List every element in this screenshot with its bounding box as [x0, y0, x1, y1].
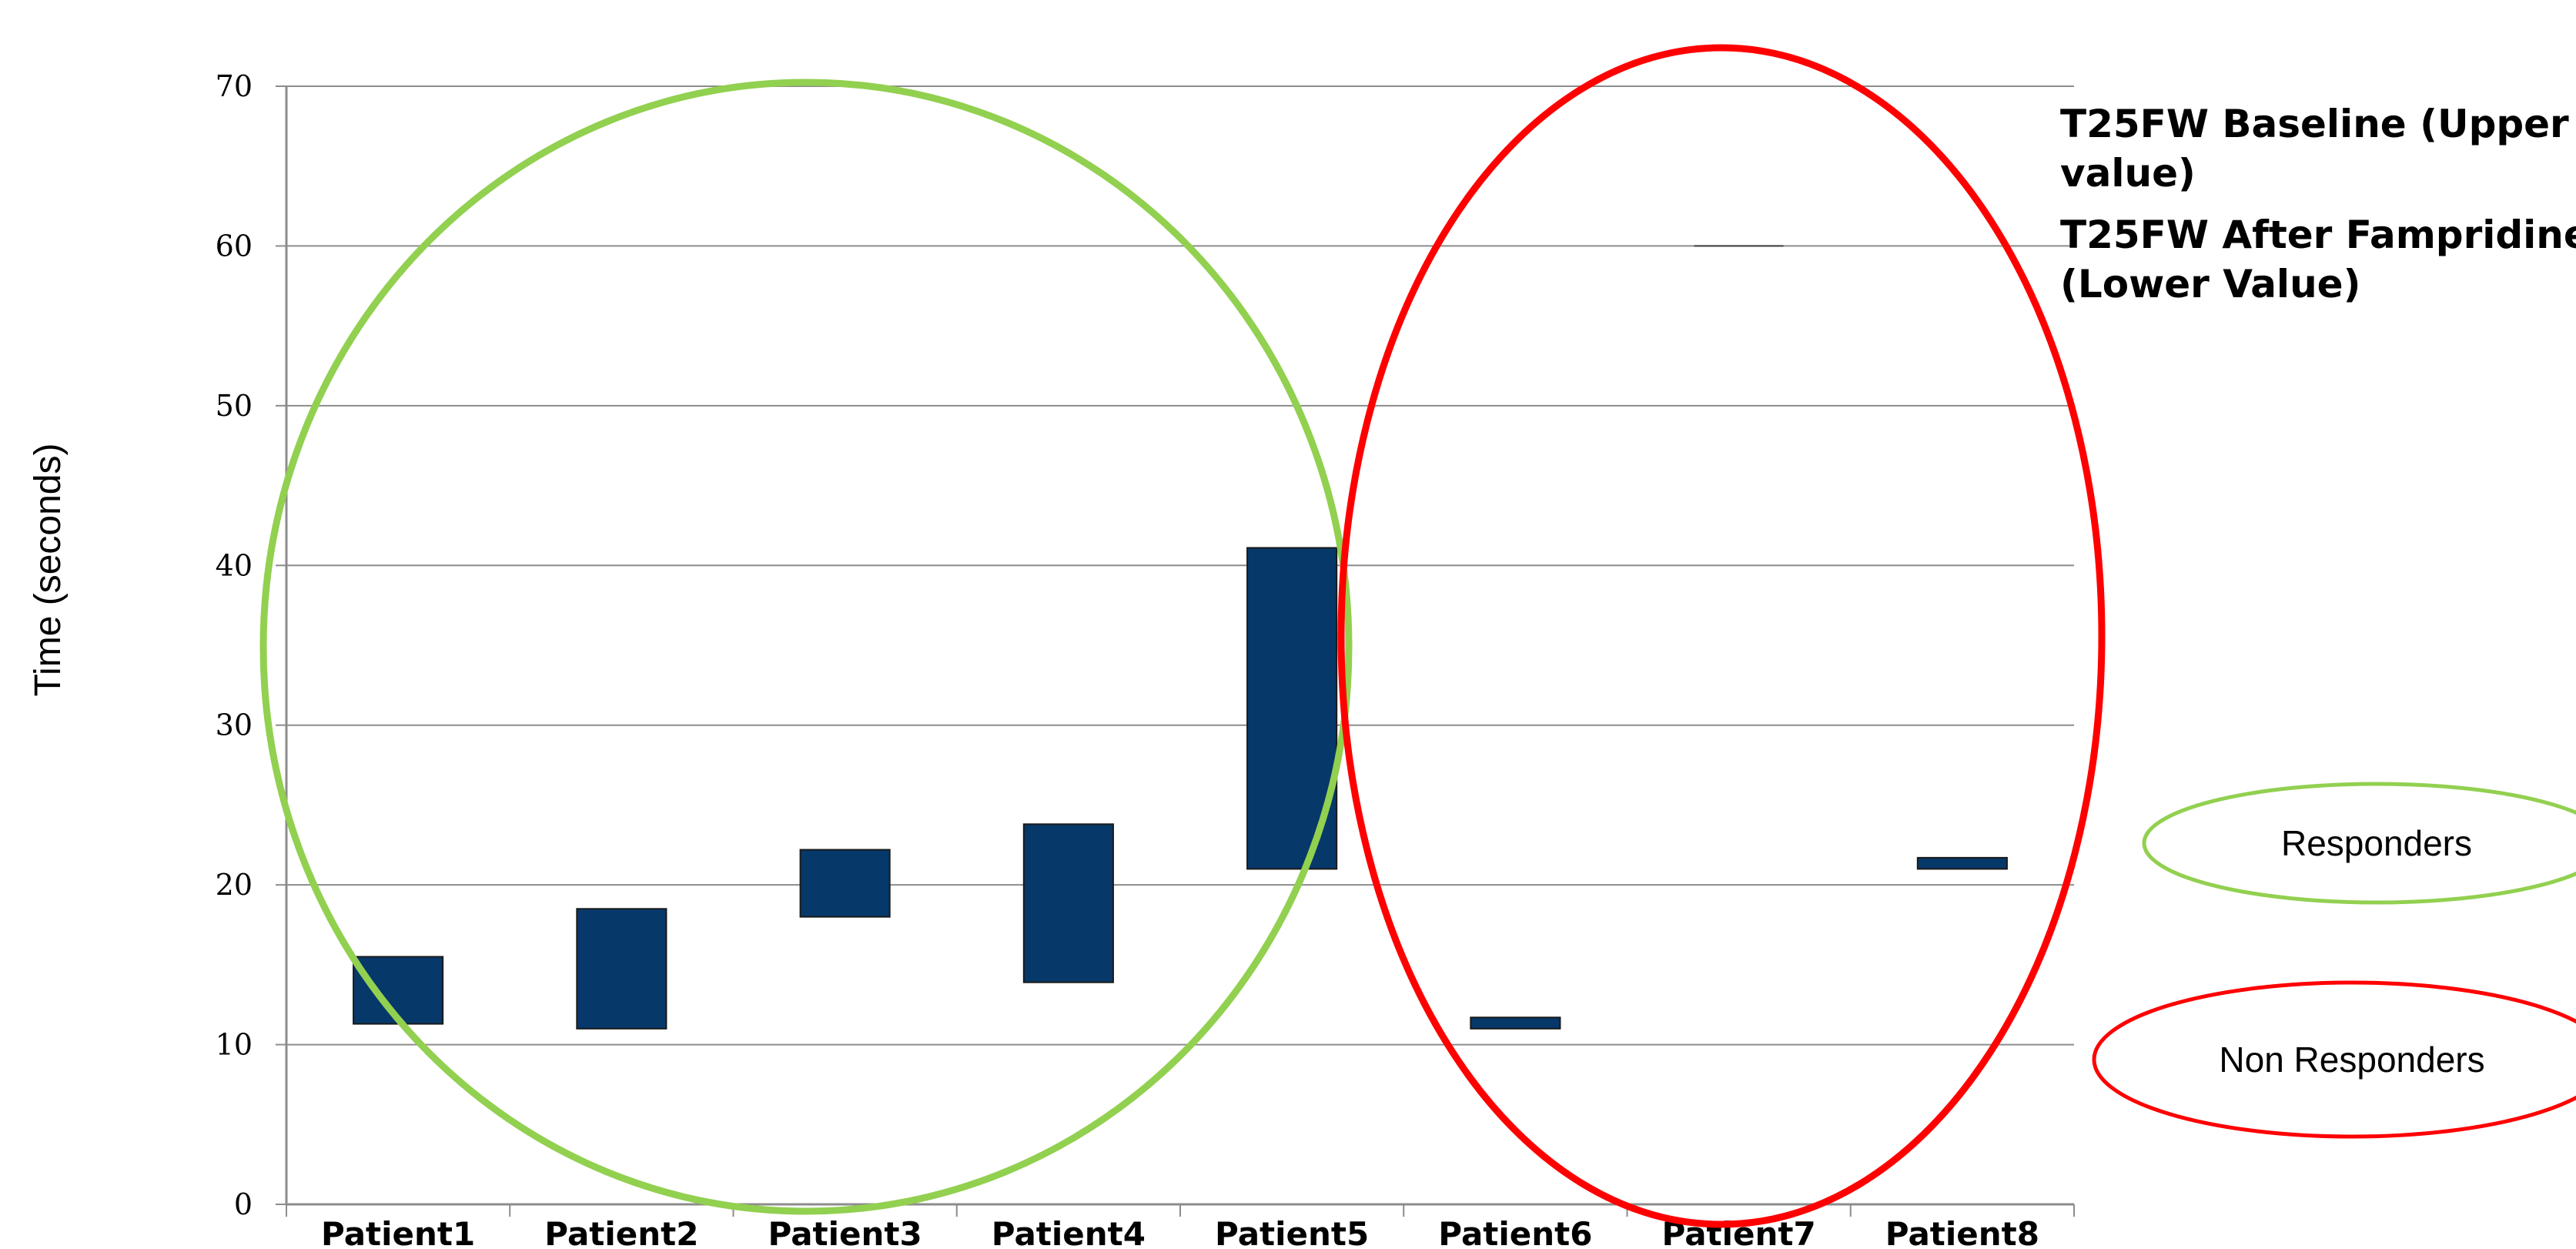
range-bar-patient1 [353, 956, 444, 1025]
y-tick-label: 70 [216, 69, 253, 103]
y-tick-label: 40 [216, 548, 253, 582]
range-bar-patient8 [1916, 856, 2008, 870]
x-tick-label: Patient4 [992, 1215, 1146, 1249]
non-responders-ellipse [1337, 44, 2106, 1228]
gridlines [276, 85, 2074, 1205]
responders-key-oval [2142, 782, 2576, 905]
legend-note-baseline: T25FW Baseline (Upper value) [2060, 102, 2576, 196]
y-tick-label: 30 [216, 708, 253, 742]
non-responders-key-oval [2092, 980, 2576, 1139]
range-bar-patient2 [576, 908, 667, 1030]
x-tick-label: Patient5 [1215, 1215, 1369, 1249]
x-tick-label: Patient8 [1885, 1215, 2039, 1249]
y-tick-label: 60 [216, 229, 253, 263]
range-bar-patient6 [1470, 1016, 1561, 1030]
x-tick-label: Patient6 [1438, 1215, 1592, 1249]
y-tick-labels: 0 10 20 30 40 50 60 70 [216, 69, 253, 1221]
responders-ellipse [259, 79, 1353, 1215]
range-bar-patient3 [799, 849, 891, 918]
x-tick-label: Patient2 [544, 1215, 698, 1249]
y-tick-label: 20 [216, 868, 253, 902]
y-axis-label: Time (seconds) [28, 444, 69, 697]
x-tick-label: Patient3 [768, 1215, 922, 1249]
non-responders-key-label: Non Responders [2219, 1040, 2484, 1080]
y-tick-label: 10 [216, 1028, 253, 1062]
x-tick-label: Patient1 [321, 1215, 475, 1249]
responders-key-label: Responders [2281, 823, 2472, 863]
y-tick-label: 50 [216, 389, 253, 423]
legend-note-after: T25FW After Fampridine (Lower Value) [2060, 213, 2576, 306]
range-bar-patient4 [1022, 823, 1114, 983]
axes [285, 86, 2075, 1217]
bars [353, 245, 2008, 1030]
y-tick-label: 0 [234, 1187, 253, 1221]
